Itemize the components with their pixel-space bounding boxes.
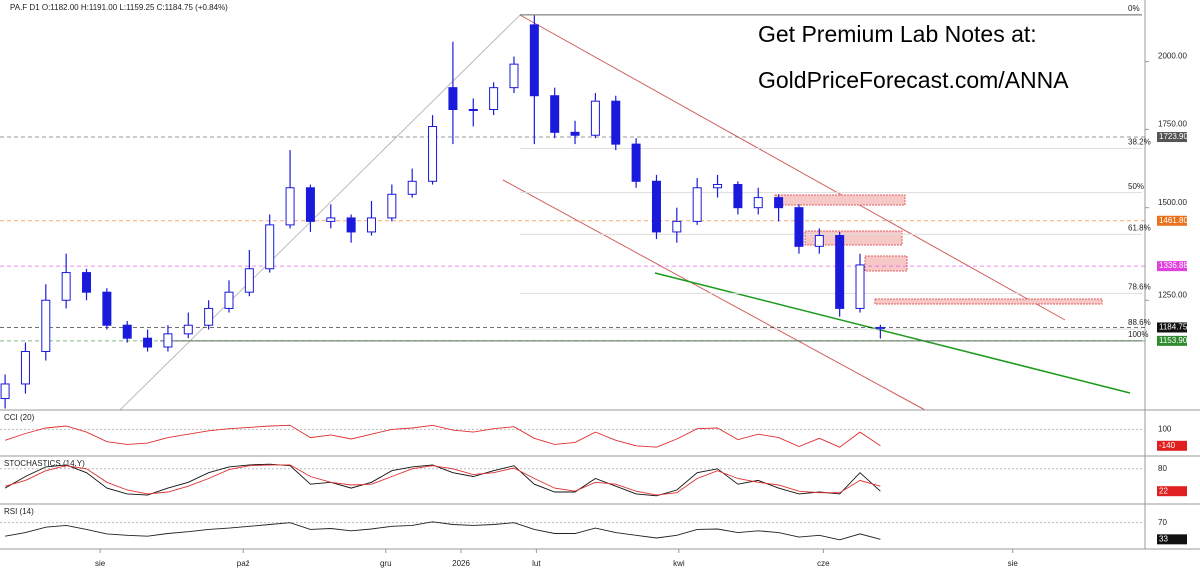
- fib-label: 38.2%: [1128, 137, 1151, 146]
- candle-body: [590, 100, 600, 136]
- resistance-zone: [864, 255, 908, 272]
- candle-body: [61, 272, 71, 301]
- price-tag-label: 22: [1159, 486, 1168, 495]
- indicator-line: [4, 464, 881, 496]
- resistance-zone: [774, 194, 906, 206]
- candle-body: [122, 324, 132, 339]
- panel-frame: [0, 0, 1200, 550]
- candle-body: [489, 87, 499, 110]
- candle-body: [611, 100, 621, 145]
- price-tag: [1157, 322, 1187, 333]
- y-tick-label: 1250.00: [1158, 290, 1187, 299]
- indicator-line: [5, 521, 881, 541]
- y-tick-label: 1750.00: [1158, 120, 1187, 129]
- x-tick-label: 2026: [452, 559, 470, 568]
- candle-body: [631, 143, 641, 182]
- candle-body: [102, 291, 112, 326]
- candle-body: [672, 220, 682, 233]
- candle-body: [163, 333, 173, 348]
- x-tick-label: paź: [237, 559, 250, 568]
- price-tag: [1157, 215, 1187, 226]
- candle-body: [509, 63, 519, 89]
- price-tag: [1157, 261, 1187, 272]
- candle-body: [285, 187, 295, 226]
- x-tick-label: cze: [817, 559, 830, 568]
- price-tag-label: 1461.80: [1159, 216, 1188, 225]
- candle-body: [20, 350, 30, 385]
- y-tick-label: 70: [1158, 518, 1167, 527]
- fib-label: 78.6%: [1128, 282, 1151, 291]
- fib-label: 100%: [1128, 330, 1148, 339]
- candle-body: [143, 337, 153, 348]
- fib-label: 0%: [1128, 4, 1140, 13]
- y-tick-label: 1500.00: [1158, 198, 1187, 207]
- candle-body: [651, 180, 661, 233]
- price-tag: [1157, 132, 1187, 143]
- channel-lower: [502, 179, 926, 411]
- resistance-zone: [874, 298, 1103, 305]
- candle-body: [41, 299, 51, 352]
- panel-title: RSI (14): [4, 507, 34, 516]
- candle-body: [326, 217, 336, 222]
- header: PA.F D1 O:1182.00 H:1191.00 L:1159.25 C:…: [10, 3, 228, 12]
- candle-body: [428, 126, 438, 182]
- price-tag: [1157, 440, 1187, 451]
- candle-body: [692, 187, 702, 222]
- panel-title: STOCHASTICS (14,Y): [4, 459, 85, 468]
- price-tag-label: 1153.90: [1159, 336, 1188, 345]
- x-tick-label: kwi: [673, 559, 685, 568]
- x-tick-label: sie: [95, 559, 106, 568]
- y-tick-label: 2000.00: [1158, 52, 1187, 61]
- candle-body: [875, 326, 885, 330]
- price-tag: [1157, 335, 1187, 346]
- banner: Get Premium Lab Notes at:: [758, 21, 1037, 47]
- price-tag-label: 33: [1159, 534, 1168, 543]
- candle-body: [224, 291, 234, 309]
- candle-body: [713, 184, 723, 189]
- fib-label: 50%: [1128, 182, 1144, 191]
- x-tick-label: gru: [380, 559, 392, 568]
- candle-body: [0, 383, 10, 400]
- candle-body: [244, 268, 254, 293]
- price-tag-label: 1723.90: [1159, 132, 1188, 141]
- panel-title: CCI (20): [4, 413, 35, 422]
- indicator-line: [4, 424, 881, 448]
- candle-body: [753, 197, 763, 209]
- fib-label: 88.6%: [1128, 318, 1151, 327]
- x-tick-label: lut: [532, 559, 541, 568]
- y-tick-label: 100: [1158, 425, 1172, 434]
- candle-body: [774, 197, 784, 209]
- price-tag-label: 1184.75: [1159, 323, 1188, 332]
- candle-body: [407, 180, 417, 195]
- candle-body: [550, 95, 560, 133]
- channel-upper: [519, 14, 1066, 321]
- price-tag: [1157, 534, 1187, 545]
- banner: GoldPriceForecast.com/ANNA: [758, 67, 1069, 93]
- x-tick-label: sie: [1008, 559, 1019, 568]
- candle-body: [855, 264, 865, 309]
- candle-body: [366, 217, 376, 233]
- candle-body: [570, 131, 580, 136]
- y-tick-label: 80: [1158, 464, 1167, 473]
- candle-body: [305, 187, 315, 222]
- candle-body: [448, 87, 458, 110]
- fib-label: 61.8%: [1128, 224, 1151, 233]
- candle-body: [265, 224, 275, 270]
- candle-body: [468, 108, 478, 111]
- candle-body: [814, 235, 824, 247]
- candle-body: [835, 235, 845, 309]
- candle-body: [204, 307, 214, 326]
- candle-body: [794, 207, 804, 247]
- price-tag: [1157, 486, 1187, 497]
- candle-body: [183, 324, 193, 335]
- candle-body: [733, 184, 743, 209]
- price-tag-label: -140: [1159, 441, 1176, 450]
- price-tag-label: 1336.88: [1159, 261, 1188, 270]
- candle-body: [82, 272, 92, 293]
- candle-body: [346, 217, 356, 233]
- candle-body: [387, 193, 397, 219]
- candle-body: [529, 24, 539, 97]
